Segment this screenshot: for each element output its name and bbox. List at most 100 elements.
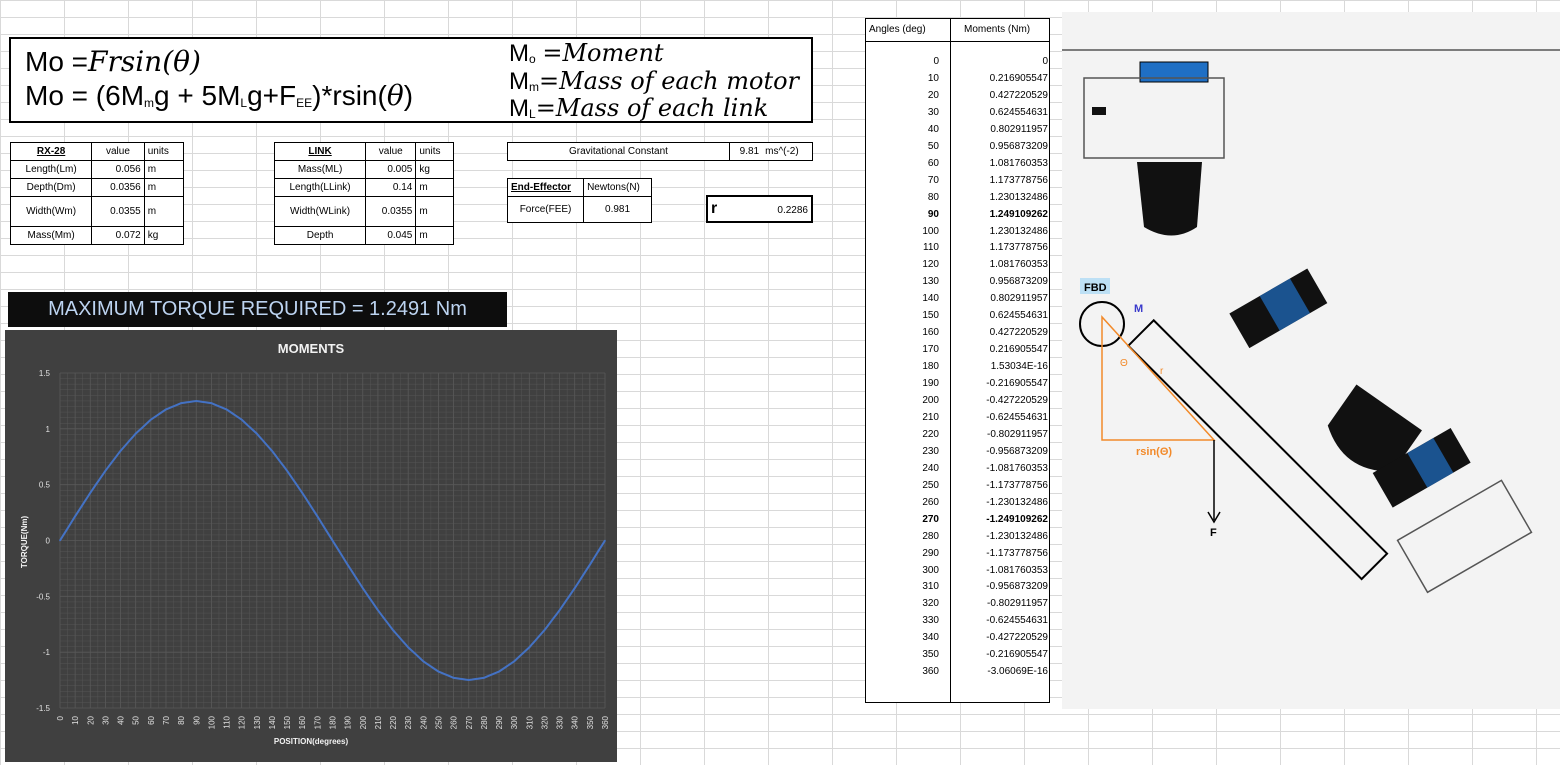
moment-cell[interactable]: -1.173778756: [986, 479, 1048, 491]
moment-cell[interactable]: -1.173778756: [986, 547, 1048, 559]
cell[interactable]: 0.045: [365, 226, 417, 245]
angle-cell[interactable]: 320: [922, 598, 939, 610]
gravity-value[interactable]: 9.81: [729, 142, 763, 161]
angle-cell[interactable]: 360: [922, 666, 939, 678]
radius-box[interactable]: r 0.2286: [706, 195, 813, 223]
cell[interactable]: 0.0355: [365, 196, 417, 227]
angle-cell[interactable]: 310: [922, 581, 939, 593]
cell[interactable]: Width(WLink): [273, 196, 367, 227]
gravity-label[interactable]: Gravitational Constant: [507, 142, 730, 161]
angle-cell[interactable]: 50: [927, 140, 939, 152]
cell[interactable]: Mass(ML): [273, 160, 367, 179]
link-header-name[interactable]: LINK: [273, 142, 367, 161]
moment-cell[interactable]: 1.53034E-16: [990, 361, 1048, 373]
moment-cell[interactable]: -0.956873209: [986, 445, 1048, 457]
moment-cell[interactable]: 0.216905547: [989, 344, 1048, 356]
moment-cell[interactable]: -0.802911957: [987, 428, 1048, 440]
moment-cell[interactable]: -0.956873209: [986, 581, 1048, 593]
angle-cell[interactable]: 300: [922, 564, 939, 576]
angle-cell[interactable]: 40: [927, 123, 939, 135]
link-header-units[interactable]: units: [415, 142, 454, 161]
cell[interactable]: kg: [143, 226, 185, 245]
moments-chart[interactable]: MOMENTS POSITION(degrees) TORQUE(Nm) 1.5…: [5, 330, 617, 762]
moment-cell[interactable]: -0.802911957: [987, 598, 1048, 610]
moment-cell[interactable]: 0.802911957: [990, 123, 1048, 135]
angle-cell[interactable]: 70: [927, 174, 939, 186]
moment-cell[interactable]: 1.081760353: [989, 157, 1048, 169]
cell[interactable]: m: [415, 196, 454, 227]
moment-cell[interactable]: 0: [1042, 56, 1048, 67]
moment-cell[interactable]: 1.230132486: [989, 191, 1048, 203]
angle-cell[interactable]: 180: [922, 361, 939, 373]
cell[interactable]: Depth: [273, 226, 367, 245]
cell[interactable]: kg: [415, 160, 454, 179]
angle-cell[interactable]: 110: [923, 242, 939, 254]
angle-cell[interactable]: 330: [922, 615, 939, 627]
moment-cell[interactable]: -1.230132486: [986, 530, 1048, 542]
rx28-header-name[interactable]: RX-28: [9, 142, 93, 161]
angle-cell[interactable]: 80: [927, 191, 939, 203]
moment-cell[interactable]: 1.081760353: [989, 259, 1048, 271]
angle-cell[interactable]: 160: [922, 327, 939, 339]
moment-cell[interactable]: 0.802911957: [990, 293, 1048, 305]
angle-cell[interactable]: 340: [922, 632, 939, 644]
angle-cell[interactable]: 10: [927, 72, 939, 84]
angle-cell[interactable]: 20: [927, 89, 939, 101]
header-angles[interactable]: Angles (deg): [869, 24, 926, 35]
angle-cell[interactable]: 100: [922, 225, 939, 237]
angle-cell[interactable]: 190: [922, 378, 939, 390]
angle-cell[interactable]: 200: [922, 395, 939, 406]
moment-cell[interactable]: -0.427220529: [986, 632, 1048, 644]
header-moments[interactable]: Moments (Nm): [964, 24, 1031, 35]
moment-cell[interactable]: -0.216905547: [986, 649, 1048, 661]
moment-cell[interactable]: -1.249109262: [986, 513, 1048, 525]
angle-cell[interactable]: 130: [922, 276, 939, 288]
cell[interactable]: 0.0356: [91, 178, 145, 197]
rx28-header-units[interactable]: units: [143, 142, 185, 161]
angle-cell[interactable]: 260: [922, 496, 939, 508]
cell[interactable]: m: [143, 160, 185, 179]
angle-cell[interactable]: 290: [922, 547, 939, 559]
angle-cell[interactable]: 270: [922, 513, 939, 525]
moment-cell[interactable]: 1.173778756: [989, 242, 1048, 254]
ee-force-label[interactable]: Force(FEE): [506, 196, 585, 223]
moment-cell[interactable]: 0.427220529: [989, 327, 1048, 339]
moment-cell[interactable]: 1.230132486: [989, 225, 1048, 237]
cell[interactable]: m: [143, 196, 185, 227]
moment-cell[interactable]: -3.06069E-16: [987, 666, 1048, 678]
angle-cell[interactable]: 280: [922, 530, 939, 542]
cell[interactable]: m: [415, 178, 454, 197]
cell[interactable]: 0.14: [365, 178, 417, 197]
moment-cell[interactable]: 0.624554631: [989, 106, 1048, 118]
cell[interactable]: Depth(Dm): [9, 178, 93, 197]
moment-cell[interactable]: -1.081760353: [986, 462, 1048, 474]
moment-cell[interactable]: -0.624554631: [986, 615, 1048, 627]
gravity-units[interactable]: ms^(-2): [762, 142, 814, 161]
rx28-header-value[interactable]: value: [91, 142, 145, 161]
angle-cell[interactable]: 150: [922, 310, 939, 322]
cell[interactable]: Mass(Mm): [9, 226, 93, 245]
angle-cell[interactable]: 0: [933, 56, 939, 67]
moment-cell[interactable]: 0.427220529: [989, 89, 1048, 101]
moment-cell[interactable]: -0.216905547: [986, 378, 1048, 390]
moment-cell[interactable]: -1.081760353: [986, 564, 1048, 576]
angle-cell[interactable]: 140: [922, 293, 939, 305]
moment-cell[interactable]: 0.624554631: [989, 310, 1048, 322]
angle-cell[interactable]: 210: [922, 411, 939, 423]
angle-cell[interactable]: 350: [922, 649, 939, 661]
cell[interactable]: Width(Wm): [9, 196, 93, 227]
angle-cell[interactable]: 230: [922, 445, 939, 457]
moment-cell[interactable]: 0.956873209: [989, 140, 1048, 152]
cell[interactable]: m: [415, 226, 454, 245]
angle-cell[interactable]: 250: [922, 479, 939, 491]
moment-cell[interactable]: 1.249109262: [989, 208, 1048, 220]
cell[interactable]: Length(Lm): [9, 160, 93, 179]
cell[interactable]: m: [143, 178, 185, 197]
moment-cell[interactable]: 1.173778756: [989, 174, 1048, 186]
angle-cell[interactable]: 120: [922, 259, 939, 271]
cell[interactable]: 0.072: [91, 226, 145, 245]
cell[interactable]: Length(LLink): [273, 178, 367, 197]
cell[interactable]: 0.056: [91, 160, 145, 179]
angle-cell[interactable]: 90: [927, 208, 939, 220]
ee-header[interactable]: End-Effector: [506, 178, 585, 197]
